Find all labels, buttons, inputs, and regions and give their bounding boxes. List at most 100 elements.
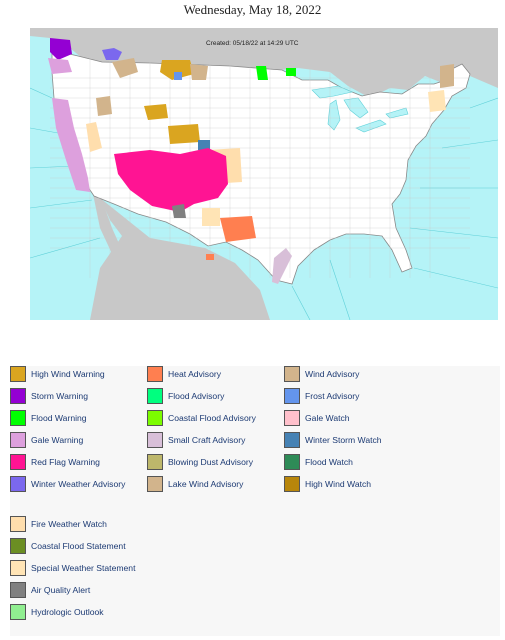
legend-swatch — [10, 516, 26, 532]
high-wind-warning-area-wy — [144, 104, 168, 120]
legend-swatch — [10, 560, 26, 576]
legend-swatch — [10, 538, 26, 554]
legend-label: High Wind Watch — [305, 479, 372, 489]
wind-advisory-area-nw — [112, 58, 138, 78]
legend-item: Special Weather Statement — [10, 560, 135, 576]
county-grid — [50, 58, 470, 278]
marine-zone-lines — [30, 87, 498, 320]
high-wind-warning-area-co — [168, 124, 200, 144]
legend-item: Blowing Dust Advisory — [147, 454, 253, 470]
flood-warning-area-nd — [256, 66, 268, 80]
hazard-areas — [48, 38, 454, 284]
winter-storm-watch-area — [198, 140, 210, 150]
legend-swatch — [10, 432, 26, 448]
legend-swatch — [10, 388, 26, 404]
fire-weather-watch-area-west — [86, 122, 102, 152]
legend-item: Small Craft Advisory — [147, 432, 245, 448]
legend-label: Storm Warning — [31, 391, 88, 401]
legend-label: Blowing Dust Advisory — [168, 457, 254, 467]
legend-item: Heat Advisory — [147, 366, 221, 382]
gale-warning-area — [48, 58, 72, 74]
gale-warning-coast — [52, 98, 90, 192]
wind-advisory-area-mt — [190, 64, 208, 80]
legend-swatch — [147, 388, 163, 404]
legend-label: Fire Weather Watch — [31, 519, 107, 529]
legend-label: Winter Weather Advisory — [31, 479, 126, 489]
legend-item: Storm Warning — [10, 388, 88, 404]
legend-item: Lake Wind Advisory — [147, 476, 243, 492]
legend-item: High Wind Warning — [10, 366, 105, 382]
legend-label: Flood Warning — [31, 413, 87, 423]
air-quality-alert-area — [172, 204, 186, 218]
legend-label: Wind Advisory — [305, 369, 360, 379]
red-flag-warning-area — [114, 148, 228, 212]
map-legend: High Wind Warning Storm Warning Flood Warn… — [10, 366, 500, 636]
legend-swatch — [284, 366, 300, 382]
heat-advisory-area-tx — [220, 216, 256, 242]
legend-item: Hydrologic Outlook — [10, 604, 104, 620]
storm-warning-area — [50, 38, 72, 60]
legend-item: Fire Weather Watch — [10, 516, 107, 532]
heat-advisory-area-border — [206, 254, 214, 260]
great-lakes — [311, 85, 409, 133]
legend-label: Air Quality Alert — [31, 585, 91, 595]
baja-land — [93, 194, 132, 296]
legend-swatch — [10, 604, 26, 620]
legend-label: Gale Watch — [305, 413, 350, 423]
legend-item: Gale Watch — [284, 410, 350, 426]
legend-swatch — [147, 432, 163, 448]
legend-swatch — [10, 366, 26, 382]
legend-swatch — [10, 476, 26, 492]
legend-swatch — [284, 454, 300, 470]
high-wind-warning-area-mt — [160, 60, 194, 80]
legend-swatch — [284, 432, 300, 448]
legend-label: Flood Advisory — [168, 391, 225, 401]
map-created-timestamp: Created: 05/18/22 at 14:29 UTC — [206, 40, 299, 47]
legend-swatch — [147, 366, 163, 382]
legend-swatch — [147, 410, 163, 426]
frost-advisory-area — [174, 72, 182, 80]
wind-advisory-area-ne — [440, 64, 454, 88]
legend-label: Special Weather Statement — [31, 563, 136, 573]
legend-item: Coastal Flood Advisory — [147, 410, 256, 426]
legend-item: Flood Watch — [284, 454, 353, 470]
special-weather-statement-ne — [428, 90, 446, 112]
flood-warning-area-mn — [286, 68, 296, 76]
page-title: Wednesday, May 18, 2022 — [183, 2, 322, 17]
legend-item: Air Quality Alert — [10, 582, 90, 598]
legend-item: Winter Weather Advisory — [10, 476, 125, 492]
legend-label: Gale Warning — [31, 435, 84, 445]
legend-label: Frost Advisory — [305, 391, 360, 401]
legend-swatch — [284, 476, 300, 492]
legend-item: Flood Warning — [10, 410, 87, 426]
wind-advisory-area-id — [96, 96, 112, 116]
special-weather-statement-area — [202, 208, 220, 226]
us-hazards-map: Created: 05/18/22 at 14:29 UTC — [30, 28, 498, 320]
legend-label: Coastal Flood Statement — [31, 541, 126, 551]
winter-weather-advisory-area — [102, 48, 122, 60]
legend-swatch — [284, 410, 300, 426]
legend-item: Flood Advisory — [147, 388, 224, 404]
legend-item: Winter Storm Watch — [284, 432, 382, 448]
mexico-land — [90, 198, 270, 320]
legend-item: High Wind Watch — [284, 476, 371, 492]
legend-item: Red Flag Warning — [10, 454, 100, 470]
canada-land — [30, 28, 498, 98]
legend-label: Flood Watch — [305, 457, 353, 467]
legend-label: Hydrologic Outlook — [31, 607, 104, 617]
legend-swatch — [10, 410, 26, 426]
legend-swatch — [147, 454, 163, 470]
legend-swatch — [10, 454, 26, 470]
legend-item: Frost Advisory — [284, 388, 359, 404]
legend-label: Lake Wind Advisory — [168, 479, 244, 489]
small-craft-advisory-gulf — [272, 248, 292, 284]
legend-label: Red Flag Warning — [31, 457, 100, 467]
legend-item: Coastal Flood Statement — [10, 538, 126, 554]
legend-swatch — [147, 476, 163, 492]
legend-label: Heat Advisory — [168, 369, 222, 379]
legend-swatch — [284, 388, 300, 404]
legend-item: Wind Advisory — [284, 366, 359, 382]
legend-label: Winter Storm Watch — [305, 435, 382, 445]
legend-swatch — [10, 582, 26, 598]
legend-item: Gale Warning — [10, 432, 83, 448]
